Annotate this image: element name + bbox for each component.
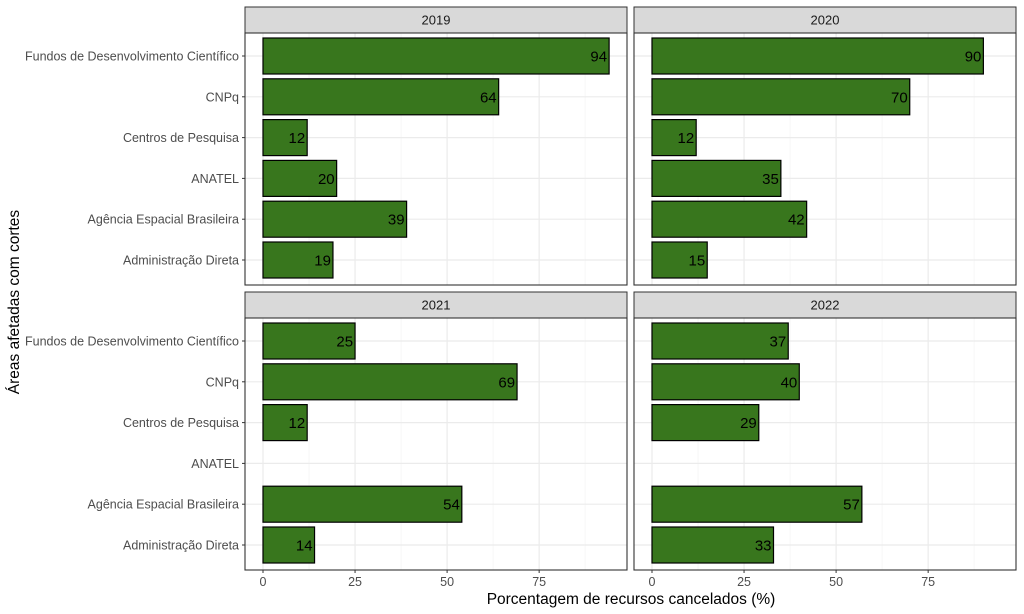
category-label: Agência Espacial Brasileira — [88, 213, 240, 227]
category-labels: Fundos de Desenvolvimento Científico CNPq… — [25, 50, 245, 553]
panels-layer: 2019 94 64 12 20 39 19 2020 90 70 12 35 42 15 2021 25 69… — [244, 6, 1017, 571]
x-tick-label: 75 — [921, 575, 935, 589]
bar — [651, 322, 789, 360]
bar — [651, 363, 800, 401]
bar-value-label: 19 — [314, 253, 331, 270]
bar — [262, 241, 334, 279]
category-label: ANATEL — [191, 457, 239, 471]
facet-panel-2020: 2020 90 70 12 35 42 15 — [633, 6, 1017, 286]
bar — [651, 241, 708, 279]
category-label: CNPq — [206, 90, 239, 104]
x-tick-label: 25 — [348, 575, 362, 589]
bar — [262, 526, 316, 564]
bar — [262, 322, 356, 360]
bar — [262, 200, 408, 238]
x-tick-label: 75 — [532, 575, 546, 589]
facet-title: 2021 — [422, 298, 451, 313]
bar-value-label: 37 — [770, 334, 787, 351]
bar — [651, 404, 760, 442]
bar-value-label: 33 — [755, 538, 772, 555]
bar — [262, 118, 308, 157]
bar-value-label: 35 — [762, 171, 779, 188]
facet-panel-2022: 2022 37 40 29 57 33 — [633, 291, 1017, 571]
bar-value-label: 25 — [336, 334, 353, 351]
panel-border — [244, 32, 628, 286]
bar-value-label: 57 — [843, 497, 860, 514]
category-label: Administração Direta — [123, 539, 239, 553]
bar — [262, 37, 610, 75]
facet-title: 2019 — [422, 13, 451, 28]
category-label: Administração Direta — [123, 254, 239, 268]
bar — [651, 78, 911, 116]
bar — [262, 404, 308, 442]
bar-value-label: 64 — [480, 89, 497, 106]
x-tick-label: 0 — [260, 575, 267, 589]
facet-strip — [244, 291, 628, 319]
panel-border — [244, 317, 628, 571]
bar-value-label: 15 — [689, 253, 706, 270]
bar-value-label: 40 — [781, 374, 798, 391]
bar-value-label: 54 — [443, 497, 460, 514]
bar-value-label: 12 — [288, 415, 305, 432]
bar-value-label: 39 — [388, 212, 405, 229]
bar — [651, 485, 863, 523]
facet-title: 2022 — [811, 298, 840, 313]
bar — [651, 37, 984, 75]
bar-value-label: 12 — [288, 130, 305, 147]
bar-value-label: 69 — [498, 374, 515, 391]
x-tick-label: 0 — [649, 575, 656, 589]
facet-strip — [633, 291, 1017, 319]
bar — [262, 159, 338, 197]
facet-panel-2019: 2019 94 64 12 20 39 19 — [244, 6, 628, 286]
facet-panel-2021: 2021 25 69 12 54 14 — [244, 291, 628, 571]
bar — [651, 159, 782, 197]
facet-strip — [244, 6, 628, 34]
x-tick-label: 25 — [737, 575, 751, 589]
facet-title: 2020 — [811, 13, 840, 28]
bar — [262, 78, 500, 116]
panel-border — [633, 32, 1017, 286]
bar-value-label: 42 — [788, 212, 805, 229]
x-axis-title: Porcentagem de recursos cancelados (%) — [487, 591, 776, 608]
panel-border — [633, 317, 1017, 571]
facet-strip — [633, 6, 1017, 34]
category-label: Agência Espacial Brasileira — [88, 498, 240, 512]
bar-value-label: 94 — [590, 49, 607, 66]
bar — [651, 200, 808, 238]
category-label: Fundos de Desenvolvimento Científico — [25, 50, 239, 64]
bar-value-label: 29 — [740, 415, 757, 432]
category-label: CNPq — [206, 375, 239, 389]
bar-value-label: 20 — [318, 171, 335, 188]
bar-value-label: 70 — [891, 89, 908, 106]
bar — [262, 363, 518, 401]
bar — [262, 485, 463, 523]
x-tick-label: 50 — [440, 575, 454, 589]
bar — [651, 118, 697, 157]
bar — [651, 526, 775, 564]
bar-value-label: 12 — [677, 130, 694, 147]
category-label: Centros de Pesquisa — [123, 416, 239, 430]
category-label: ANATEL — [191, 172, 239, 186]
bar-value-label: 90 — [965, 49, 982, 66]
category-label: Centros de Pesquisa — [123, 131, 239, 145]
x-tick-label: 50 — [829, 575, 843, 589]
category-label: Fundos de Desenvolvimento Científico — [25, 335, 239, 349]
bar-value-label: 14 — [296, 538, 313, 555]
x-axis-ticks: 0 25 50 75 0 25 50 75 — [260, 570, 935, 589]
y-axis-title: Áreas afetadas com cortes — [6, 210, 23, 395]
